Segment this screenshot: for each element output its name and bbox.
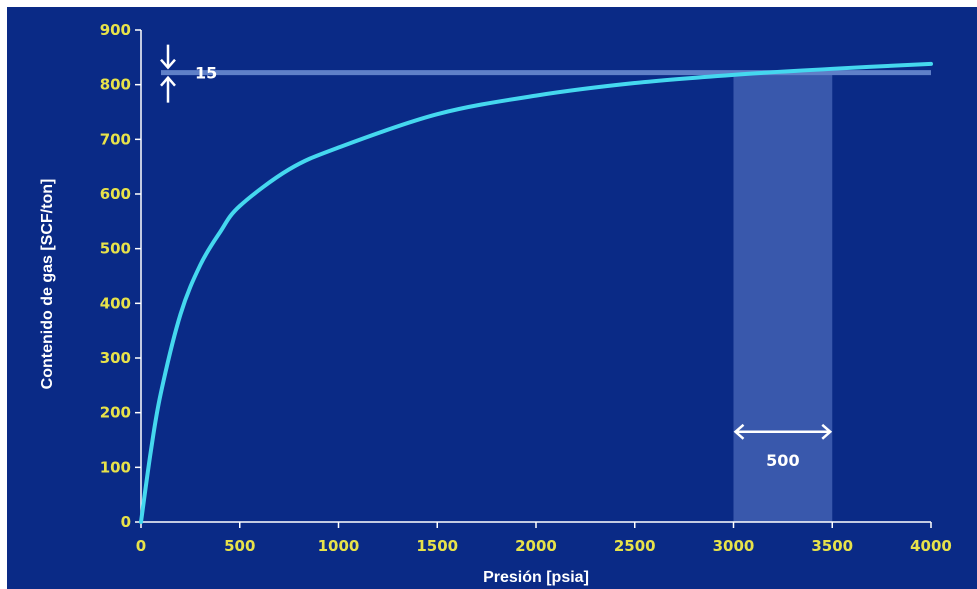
x-tick-label: 500 [224,537,255,555]
gap-label: 15 [195,64,217,83]
y-tick-label: 200 [100,404,131,422]
up-arrow-head [160,75,176,87]
y-tick-label: 700 [100,130,131,148]
x-tick-label: 1000 [318,537,360,555]
y-tick-label: 500 [100,240,131,258]
ticks: 0 100 200 300 400 500 600 700 800 900 0 500 1000 1500… [100,21,952,555]
left-arrow-head [733,423,745,440]
span-arrow [733,423,833,440]
series-line [139,61,933,524]
y-tick-label: 100 [100,458,131,476]
y-tick-label: 400 [100,294,131,312]
x-tick-label: 4000 [910,537,952,555]
gap-arrows [160,44,176,103]
x-tick-label: 2500 [614,537,656,555]
y-tick-label: 900 [100,21,131,39]
span-label: 500 [766,451,799,470]
x-tick-label: 1500 [416,537,458,555]
y-tick-label: 300 [100,349,131,367]
y-tick-label: 800 [100,76,131,94]
x-tick-label: 3000 [713,537,755,555]
x-axis-title: Presión [psia] [483,569,589,586]
annotations: 15 500 [160,44,833,470]
y-tick-label: 0 [121,513,131,531]
highlight-band [733,74,833,522]
chart-area: 0 100 200 300 400 500 600 700 800 900 0 500 1000 1500… [7,7,977,589]
chart-svg: 0 100 200 300 400 500 600 700 800 900 0 500 1000 1500… [39,21,952,586]
x-tick-label: 2000 [515,537,557,555]
y-axis-title: Contenido de gas [SCF/ton] [39,179,56,390]
x-tick-label: 3500 [811,537,853,555]
x-tick-label: 0 [136,537,146,555]
down-arrow-head [160,58,176,70]
y-tick-label: 600 [100,185,131,203]
right-arrow-head [821,423,833,440]
